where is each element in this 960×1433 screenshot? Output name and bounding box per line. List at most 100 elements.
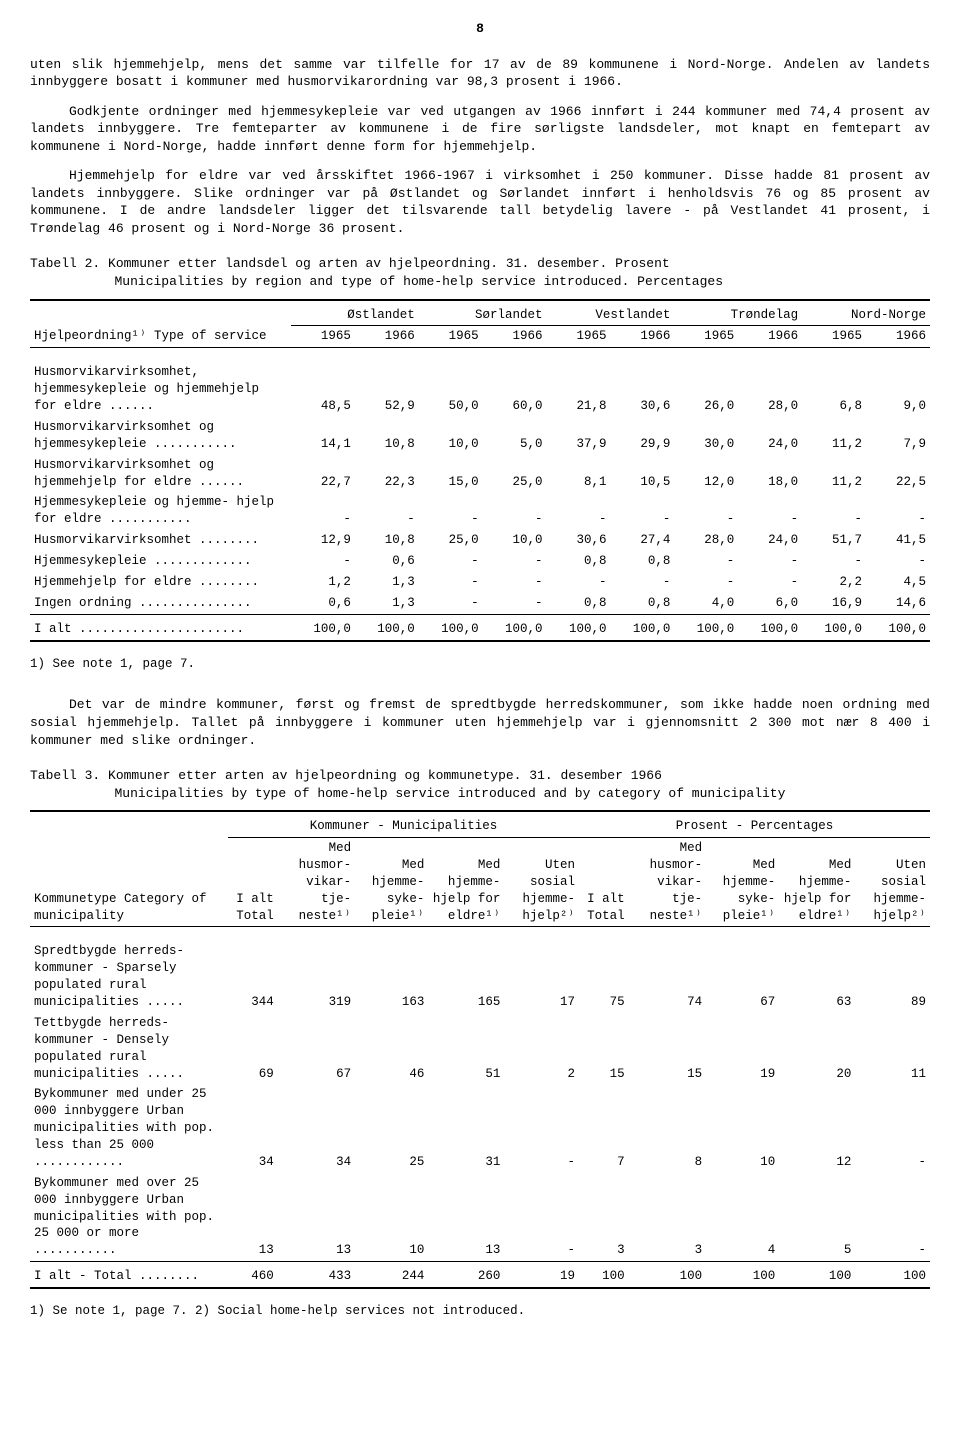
t2-row: Ingen ordning ...............0,61,3--0,8… (30, 593, 930, 614)
t2-yr: 1966 (738, 326, 802, 348)
t2-value: 51,7 (802, 530, 866, 551)
t2-value: 41,5 (866, 530, 930, 551)
t3-value: 75 (579, 941, 629, 1013)
t2-value: 22,5 (866, 455, 930, 493)
t2-value: 18,0 (738, 455, 802, 493)
t2-row: Husmorvikarvirksomhet ........12,910,825… (30, 530, 930, 551)
t2-value: - (674, 492, 738, 530)
t2-label: Ingen ordning ............... (30, 593, 291, 614)
t3-value: 165 (428, 941, 504, 1013)
t2-value: 6,0 (738, 593, 802, 614)
t2-value: 11,2 (802, 455, 866, 493)
t3-value: 13 (278, 1173, 355, 1262)
t3-total-v: 260 (428, 1266, 504, 1288)
t2-value: 10,0 (419, 417, 483, 455)
t2-yr: 1966 (483, 326, 547, 348)
t2-value: - (291, 551, 355, 572)
t3-value: 89 (855, 941, 930, 1013)
t3-value: 63 (779, 941, 855, 1013)
t2-row: Husmorvikarvirksomhet og hjemmesykepleie… (30, 417, 930, 455)
t3-row: Tettbygde herreds- kommuner - Densely po… (30, 1013, 930, 1085)
t2-yr: 1965 (802, 326, 866, 348)
t3-ch: Med husmor- vikar- tje- neste¹⁾ (629, 838, 706, 927)
table2-subtitle: Municipalities by region and type of hom… (30, 273, 930, 291)
t2-total-label: I alt ...................... (30, 619, 291, 641)
table3: Kommunetype Category of municipality Kom… (30, 810, 930, 1293)
t2-value: 50,0 (419, 362, 483, 417)
t2-value: 11,2 (802, 417, 866, 455)
t3-stub-header: Kommunetype Category of municipality (30, 816, 228, 927)
t2-value: 0,8 (610, 593, 674, 614)
t2-value: 8,1 (547, 455, 611, 493)
t3-value: 51 (428, 1013, 504, 1085)
t3-ch: I alt Total (228, 838, 278, 927)
t2-value: - (547, 492, 611, 530)
table2-title: Tabell 2. Kommuner etter landsdel og art… (30, 255, 930, 273)
t2-total-v: 100,0 (866, 619, 930, 641)
table3-title-block: Tabell 3. Kommuner etter arten av hjelpe… (30, 767, 930, 802)
t2-value: 1,2 (291, 572, 355, 593)
t3-value: 69 (228, 1013, 278, 1085)
t2-total-v: 100,0 (547, 619, 611, 641)
table3-footnote: 1) Se note 1, page 7. 2) Social home-hel… (30, 1303, 930, 1320)
t3-value: 67 (278, 1013, 355, 1085)
t2-value: - (802, 492, 866, 530)
t2-label: Husmorvikarvirksomhet ........ (30, 530, 291, 551)
t3-total-v: 244 (355, 1266, 428, 1288)
t2-total-v: 100,0 (802, 619, 866, 641)
t2-value: 0,8 (547, 551, 611, 572)
t2-total-v: 100,0 (483, 619, 547, 641)
table2: Hjelpeordning¹⁾ Type of service Østlande… (30, 299, 930, 646)
t3-value: 46 (355, 1013, 428, 1085)
t3-value: 344 (228, 941, 278, 1013)
t2-value: 48,5 (291, 362, 355, 417)
t2-value: - (866, 551, 930, 572)
t2-yr: 1966 (355, 326, 419, 348)
t3-row: Spredtbygde herreds- kommuner - Sparsely… (30, 941, 930, 1013)
t3-value: 15 (629, 1013, 706, 1085)
t2-row: Hjemmehjelp for eldre ........1,21,3----… (30, 572, 930, 593)
t2-total-v: 100,0 (610, 619, 674, 641)
t3-group2: Prosent - Percentages (579, 816, 930, 837)
t2-value: 9,0 (866, 362, 930, 417)
t2-value: 10,0 (483, 530, 547, 551)
t3-value: 11 (855, 1013, 930, 1085)
t3-value: 34 (228, 1084, 278, 1172)
t3-ch: Med husmor- vikar- tje- neste¹⁾ (278, 838, 355, 927)
table2-title-block: Tabell 2. Kommuner etter landsdel og art… (30, 255, 930, 290)
t2-value: 1,3 (355, 593, 419, 614)
t3-value: 74 (629, 941, 706, 1013)
t2-label: Husmorvikarvirksomhet og hjemmesykepleie… (30, 417, 291, 455)
t2-row: Husmorvikarvirksomhet, hjemmesykepleie o… (30, 362, 930, 417)
t3-ch: Med hjemme- hjelp for eldre¹⁾ (428, 838, 504, 927)
t2-row: Husmorvikarvirksomhet og hjemmehjelp for… (30, 455, 930, 493)
t2-value: 2,2 (802, 572, 866, 593)
t3-total-v: 100 (855, 1266, 930, 1288)
t3-value: 3 (629, 1173, 706, 1262)
t2-value: 24,0 (738, 417, 802, 455)
t3-value: 13 (428, 1173, 504, 1262)
t3-ch: Uten sosial hjemme- hjelp²⁾ (504, 838, 579, 927)
page-number: 8 (30, 20, 930, 38)
t2-label: Hjemmesykepleie ............. (30, 551, 291, 572)
t3-ch: I alt Total (579, 838, 629, 927)
t2-total-v: 100,0 (291, 619, 355, 641)
t3-total-v: 100 (706, 1266, 779, 1288)
t2-value: 6,8 (802, 362, 866, 417)
t3-total-v: 100 (579, 1266, 629, 1288)
t3-value: 2 (504, 1013, 579, 1085)
t2-value: - (610, 492, 674, 530)
t2-total-v: 100,0 (674, 619, 738, 641)
t3-row: Bykommuner med over 25 000 innbyggere Ur… (30, 1173, 930, 1262)
t2-row: Hjemmesykepleie og hjemme- hjelp for eld… (30, 492, 930, 530)
t2-value: - (674, 572, 738, 593)
t2-value: - (419, 593, 483, 614)
t2-yr: 1965 (547, 326, 611, 348)
t2-value: 30,6 (547, 530, 611, 551)
t2-yr: 1966 (866, 326, 930, 348)
t2-value: - (483, 492, 547, 530)
t2-value: 5,0 (483, 417, 547, 455)
t2-value: - (355, 492, 419, 530)
t3-group1: Kommuner - Municipalities (228, 816, 579, 837)
t2-value: - (483, 593, 547, 614)
